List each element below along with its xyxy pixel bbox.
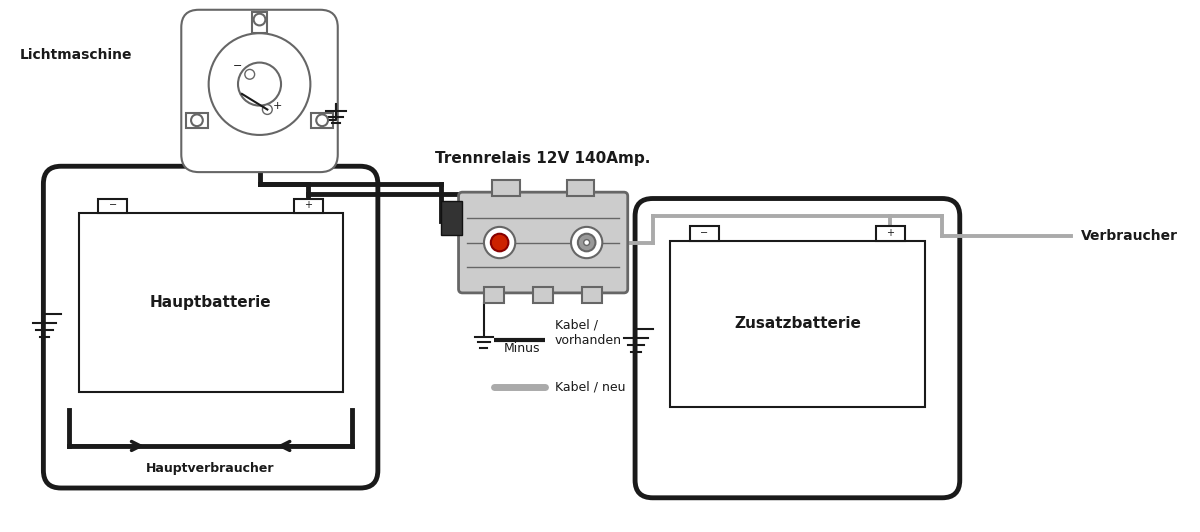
Text: Minus: Minus — [504, 342, 540, 355]
Text: Verbraucher: Verbraucher — [1081, 229, 1178, 243]
Text: −: − — [233, 62, 242, 71]
Bar — [566, 180, 594, 196]
Circle shape — [209, 33, 311, 135]
Text: +: + — [272, 101, 282, 111]
Text: Kabel / neu: Kabel / neu — [554, 381, 625, 394]
Bar — [294, 198, 323, 213]
Bar — [492, 180, 520, 196]
FancyBboxPatch shape — [671, 240, 924, 407]
Text: −: − — [701, 228, 708, 238]
FancyBboxPatch shape — [181, 10, 337, 172]
Text: +: + — [887, 228, 894, 238]
Circle shape — [253, 14, 265, 26]
Text: Hauptbatterie: Hauptbatterie — [150, 295, 271, 310]
Circle shape — [191, 114, 203, 126]
Circle shape — [238, 63, 281, 106]
Bar — [440, 202, 462, 235]
Text: Trennrelais 12V 140Amp.: Trennrelais 12V 140Amp. — [436, 152, 650, 167]
Text: Hauptverbraucher: Hauptverbraucher — [146, 462, 275, 475]
Circle shape — [245, 69, 254, 79]
Bar — [533, 287, 553, 303]
Circle shape — [317, 114, 328, 126]
Circle shape — [491, 234, 509, 251]
Circle shape — [571, 227, 602, 258]
FancyBboxPatch shape — [635, 198, 960, 498]
Circle shape — [484, 227, 515, 258]
Bar — [690, 226, 719, 240]
Text: Lichtmaschine: Lichtmaschine — [20, 48, 132, 62]
Bar — [98, 198, 127, 213]
Bar — [876, 226, 905, 240]
FancyBboxPatch shape — [43, 166, 378, 488]
Bar — [252, 12, 268, 33]
Circle shape — [578, 234, 595, 251]
Circle shape — [263, 105, 272, 114]
Bar — [311, 113, 332, 128]
Circle shape — [583, 239, 589, 245]
Bar — [186, 113, 208, 128]
Text: −: − — [109, 201, 116, 210]
FancyBboxPatch shape — [78, 213, 343, 392]
Bar — [582, 287, 602, 303]
Bar — [485, 287, 504, 303]
Text: Kabel /
vorhanden: Kabel / vorhanden — [554, 319, 622, 346]
FancyBboxPatch shape — [458, 192, 628, 293]
Text: +: + — [305, 201, 312, 210]
Text: Zusatzbatterie: Zusatzbatterie — [734, 316, 860, 331]
